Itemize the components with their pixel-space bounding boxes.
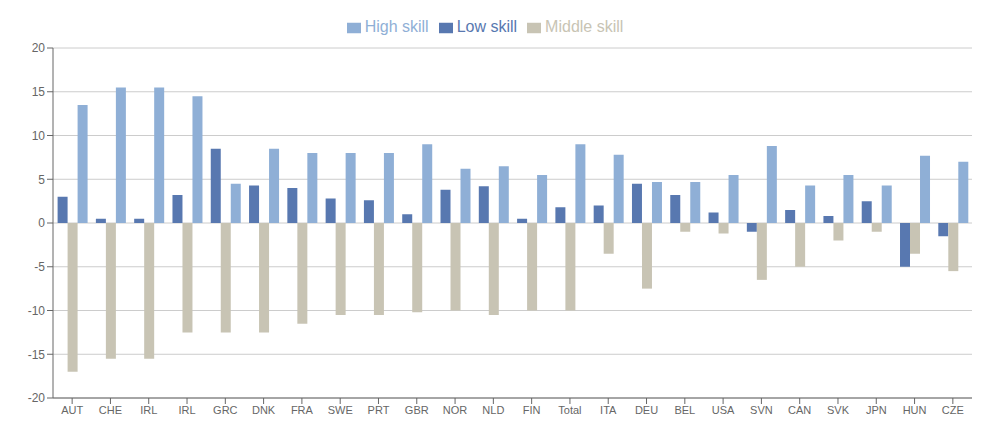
svg-text:Total: Total <box>558 404 581 416</box>
svg-text:10: 10 <box>32 129 46 143</box>
svg-text:0: 0 <box>38 216 45 230</box>
svg-text:FRA: FRA <box>291 404 314 416</box>
svg-text:-10: -10 <box>28 304 46 318</box>
svg-text:ITA: ITA <box>600 404 617 416</box>
svg-text:GRC: GRC <box>213 404 238 416</box>
svg-text:NLD: NLD <box>482 404 504 416</box>
svg-text:SWE: SWE <box>328 404 353 416</box>
svg-text:NOR: NOR <box>443 404 468 416</box>
svg-text:IRL: IRL <box>140 404 157 416</box>
html-text:Middle skill: Middle skill <box>545 18 624 35</box>
svg-text:BEL: BEL <box>674 404 695 416</box>
svg-text:15: 15 <box>32 85 46 99</box>
svg-text:5: 5 <box>38 173 45 187</box>
svg-text:SVK: SVK <box>827 404 850 416</box>
html-text:Low skill: Low skill <box>456 18 518 35</box>
svg-text:-15: -15 <box>28 348 46 362</box>
svg-text:-20: -20 <box>28 391 46 405</box>
svg-text:DEU: DEU <box>635 404 658 416</box>
svg-text:CZE: CZE <box>942 404 964 416</box>
svg-text:GBR: GBR <box>405 404 429 416</box>
svg-text:SVN: SVN <box>750 404 773 416</box>
svg-text:FIN: FIN <box>523 404 541 416</box>
svg-text:DNK: DNK <box>252 404 276 416</box>
svg-text:USA: USA <box>712 404 735 416</box>
svg-text:CAN: CAN <box>788 404 811 416</box>
html-text:High skill: High skill <box>364 18 429 35</box>
svg-text:CHE: CHE <box>99 404 122 416</box>
svg-text:AUT: AUT <box>61 404 83 416</box>
svg-text:20: 20 <box>32 41 46 55</box>
svg-text:PRT: PRT <box>368 404 390 416</box>
svg-text:JPN: JPN <box>866 404 887 416</box>
svg-text:HUN: HUN <box>903 404 927 416</box>
svg-text:-5: -5 <box>34 260 45 274</box>
svg-text:IRL: IRL <box>178 404 195 416</box>
